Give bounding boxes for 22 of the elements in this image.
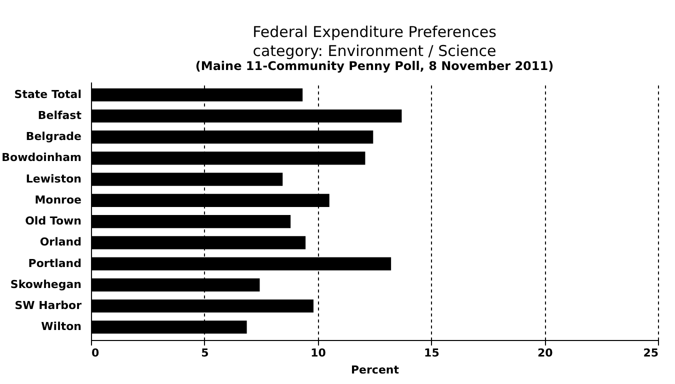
x-tick-label: 20 [537, 346, 554, 360]
text: (Maine 11-Community Penny Poll, 8 November 2011) [195, 59, 554, 73]
x-tick-label: 5 [201, 346, 209, 360]
x-tick-label: 10 [310, 346, 326, 360]
y-tick-label: Belfast [38, 108, 82, 122]
y-tick-label: Portland [28, 256, 82, 270]
y-tick-label: Old Town [25, 214, 82, 228]
y-tick-label: Monroe [34, 193, 82, 206]
x-tick-label: 15 [424, 346, 440, 360]
y-tick-label: SW Harbor [14, 299, 82, 312]
y-tick-label: Skowhegan [10, 278, 82, 291]
y-tick-label: Lewiston [26, 172, 82, 186]
chart-title: Federal Expenditure Preferences [252, 23, 497, 41]
x-tick-label: 0 [92, 346, 100, 360]
chart-subtitle: category: Environment / Science [252, 42, 496, 60]
x-axis-title: Percent [350, 364, 400, 376]
y-tick-label: Wilton [41, 320, 82, 334]
x-tick-label: 25 [643, 346, 658, 360]
y-tick-label: Bowdoinham [2, 151, 82, 164]
y-tick-label: Belgrade [26, 130, 82, 144]
y-tick-label: State Total [14, 88, 82, 101]
y-tick-label: Orland [40, 236, 82, 249]
